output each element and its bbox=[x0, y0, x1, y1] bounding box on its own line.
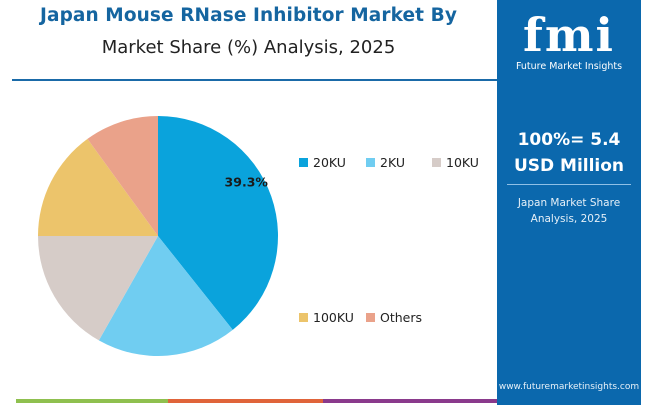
chart-subtitle: Market Share (%) Analysis, 2025 bbox=[101, 37, 396, 58]
legend-swatch bbox=[366, 158, 375, 167]
legend-swatch bbox=[366, 313, 375, 322]
panel-divider bbox=[507, 184, 631, 185]
legend-item-2ku: 2KU bbox=[366, 155, 405, 170]
website-url[interactable]: www.futuremarketinsights.com bbox=[498, 382, 640, 392]
pie-slice-20ku bbox=[158, 116, 279, 330]
bottom-bar-orange bbox=[168, 399, 323, 403]
bottom-bar-green bbox=[16, 399, 168, 403]
panel-caption-line2: Analysis, 2025 bbox=[530, 213, 608, 225]
legend-label: 20KU bbox=[313, 155, 346, 170]
pie-slice-100ku bbox=[38, 138, 158, 236]
legend-swatch bbox=[299, 158, 308, 167]
bottom-bar-purple bbox=[323, 399, 497, 403]
pie-slice-others bbox=[87, 116, 158, 236]
pie-data-label: 39.3% bbox=[225, 174, 269, 189]
legend-label: 2KU bbox=[380, 155, 405, 170]
legend-label: 10KU bbox=[446, 155, 479, 170]
logo-caption: Future Market Insights bbox=[515, 61, 623, 72]
legend-item-10ku: 10KU bbox=[432, 155, 479, 170]
pie-slice-2ku bbox=[98, 236, 233, 357]
pie-chart: 39.3% bbox=[37, 116, 279, 357]
pie-slice-10ku bbox=[37, 236, 158, 341]
market-total-unit: USD Million bbox=[513, 156, 625, 176]
legend-label: 100KU bbox=[313, 310, 354, 325]
title-divider bbox=[12, 79, 498, 81]
legend-item-others: Others bbox=[366, 310, 422, 325]
market-total-value: 100%= 5.4 bbox=[517, 130, 621, 150]
legend-item-100ku: 100KU bbox=[299, 310, 354, 325]
panel-caption-line1: Japan Market Share bbox=[517, 197, 621, 209]
fmi-logo: fmi Future Market Insights bbox=[497, 10, 641, 72]
legend-swatch bbox=[299, 313, 308, 322]
logo-mark: fmi bbox=[523, 8, 615, 62]
chart-title: Japan Mouse RNase Inhibitor Market By bbox=[40, 5, 457, 26]
legend-item-20ku: 20KU bbox=[299, 155, 346, 170]
legend-label: Others bbox=[380, 310, 423, 325]
summary-panel: fmi Future Market Insights 100%= 5.4 USD… bbox=[497, 0, 641, 405]
legend-swatch bbox=[432, 158, 441, 167]
